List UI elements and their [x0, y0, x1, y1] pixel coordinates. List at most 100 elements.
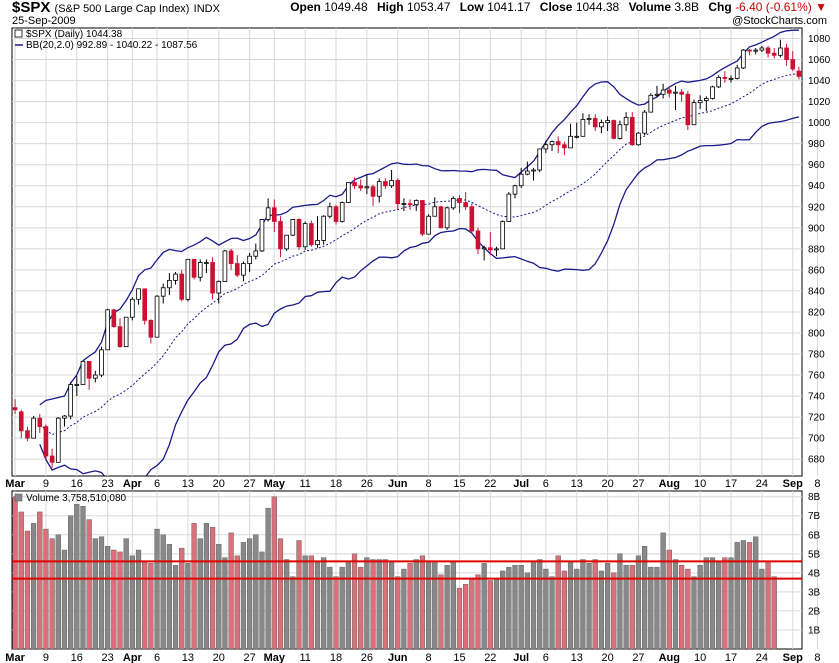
volume-tick-label: 7B	[808, 511, 821, 522]
price-tick-label: 1000	[808, 118, 831, 129]
volume-bar	[648, 566, 654, 650]
volume-bar	[154, 528, 160, 650]
volume-date-label: 9	[43, 652, 49, 663]
candle-body	[765, 47, 771, 54]
volume-bar	[530, 561, 537, 650]
volume-bar	[339, 566, 345, 650]
price-tick-label: 780	[808, 350, 825, 361]
bb-upper-line	[39, 29, 799, 406]
price-date-label: 18	[330, 478, 342, 490]
volume-bar	[30, 523, 37, 650]
volume-bar	[358, 566, 364, 650]
low-value: 1041.17	[487, 0, 531, 14]
copyright[interactable]: @StockCharts.com	[732, 15, 827, 27]
volume-bar	[148, 563, 154, 650]
volume-bar	[370, 559, 376, 650]
candle-body	[568, 135, 573, 149]
bb-middle-line	[39, 73, 799, 436]
volume-bar	[191, 523, 197, 650]
candle-body	[716, 77, 721, 88]
candle-body	[660, 89, 666, 95]
candle-body	[512, 185, 518, 195]
candle-body	[784, 47, 789, 60]
price-date-label: Sep	[783, 478, 803, 490]
candle-body	[278, 221, 283, 250]
volume-bar	[549, 576, 555, 650]
candle-body	[191, 258, 197, 278]
candle-body	[173, 273, 178, 281]
candle-body	[210, 262, 215, 294]
candle-body	[691, 102, 697, 126]
candle-body	[31, 417, 36, 439]
volume-bar	[586, 563, 592, 650]
candle-body	[481, 247, 487, 250]
candle-body	[518, 173, 524, 187]
volume-bar	[407, 563, 413, 650]
candle-legend-icon	[14, 29, 23, 38]
price-date-label: 15	[453, 478, 465, 490]
candle-body	[432, 206, 438, 217]
price-date-label: 26	[361, 478, 373, 490]
price-date-label: 10	[694, 478, 706, 490]
volume-bar	[771, 576, 777, 650]
volume-bar	[179, 547, 185, 650]
volume-bar	[277, 538, 284, 650]
volume-bar	[290, 576, 296, 650]
candle-body	[358, 185, 364, 189]
candle-body	[352, 182, 357, 187]
volume-bar	[351, 553, 358, 650]
candle-body	[642, 111, 647, 134]
volume-date-label: 16	[71, 652, 83, 663]
candle-body	[654, 93, 660, 96]
volume-legend-label: Volume 3,758,510,080	[26, 493, 127, 504]
volume-bar	[18, 511, 24, 650]
symbol-description: (S&P 500 Large Cap Index)	[54, 3, 190, 15]
volume-date-label: Sep	[783, 652, 803, 663]
volume-bar	[475, 574, 481, 650]
volume-bar	[135, 549, 142, 650]
candle-body	[648, 94, 654, 113]
price-tick-label: 920	[808, 202, 825, 213]
candle-body	[611, 120, 617, 139]
volume-date-label: 8	[426, 652, 432, 663]
candle-body	[111, 309, 117, 328]
candle-body	[321, 215, 326, 241]
candle-body	[562, 144, 567, 149]
volume-date-label: Jul	[513, 652, 529, 663]
candle-body	[148, 319, 154, 338]
volume-bar	[86, 519, 92, 650]
candle-body	[62, 415, 67, 419]
price-date-label: Jul	[513, 478, 529, 490]
candle-body	[555, 141, 561, 146]
volume-date-label: Apr	[123, 652, 143, 663]
volume-bar	[314, 561, 321, 650]
volume-date-label: 6	[543, 652, 549, 663]
price-tick-label: 980	[808, 139, 825, 150]
candle-body	[747, 49, 752, 52]
candle-body	[185, 258, 191, 300]
candle-body	[253, 250, 259, 257]
price-tick-label: 740	[808, 392, 825, 403]
candle-body	[105, 309, 110, 351]
price-tick-label: 880	[808, 244, 825, 255]
volume-bar	[364, 557, 370, 650]
candle-body	[296, 218, 302, 248]
price-date-label: Aug	[659, 478, 680, 490]
candle-body	[420, 200, 425, 235]
volume-date-label: 18	[330, 652, 342, 663]
volume-bar	[160, 534, 166, 650]
volume-date-label: Mar	[5, 652, 25, 663]
price-tick-label: 840	[808, 286, 825, 297]
volume-date-label: 15	[453, 652, 465, 663]
candle-body	[413, 200, 419, 206]
volume-date-label: 24	[756, 652, 768, 663]
price-date-label: 6	[154, 478, 160, 490]
volume-bar	[697, 565, 703, 650]
volume-bar	[691, 576, 697, 650]
price-tick-label: 800	[808, 328, 825, 339]
volume-bar	[197, 538, 203, 650]
volume-bar	[284, 559, 290, 650]
volume-bar	[142, 561, 148, 650]
candle-body	[167, 279, 172, 289]
